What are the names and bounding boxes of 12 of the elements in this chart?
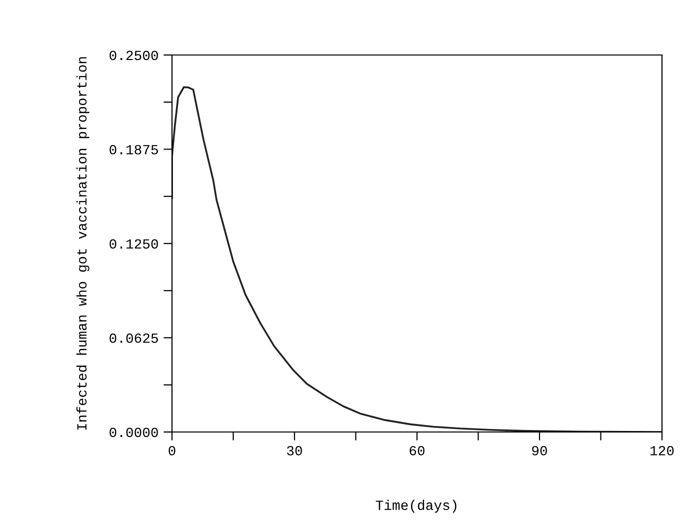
x-tick-label: 30 <box>287 446 302 456</box>
x-tick-label: 0 <box>168 446 176 456</box>
y-axis-title: Infected human who got vaccination proportion <box>76 57 90 430</box>
y-tick-label: 0.1250 <box>110 239 158 249</box>
x-axis-title: Time(days) <box>376 500 456 513</box>
y-tick-label: 0.0625 <box>110 333 158 343</box>
x-tick-label: 90 <box>532 446 547 456</box>
y-tick-label: 0.2500 <box>110 50 158 60</box>
x-tick-label: 60 <box>410 446 424 456</box>
x-tick-label: 120 <box>650 446 674 456</box>
y-tick-label: 0.0000 <box>110 428 158 438</box>
y-tick-label: 0.1875 <box>110 144 158 154</box>
